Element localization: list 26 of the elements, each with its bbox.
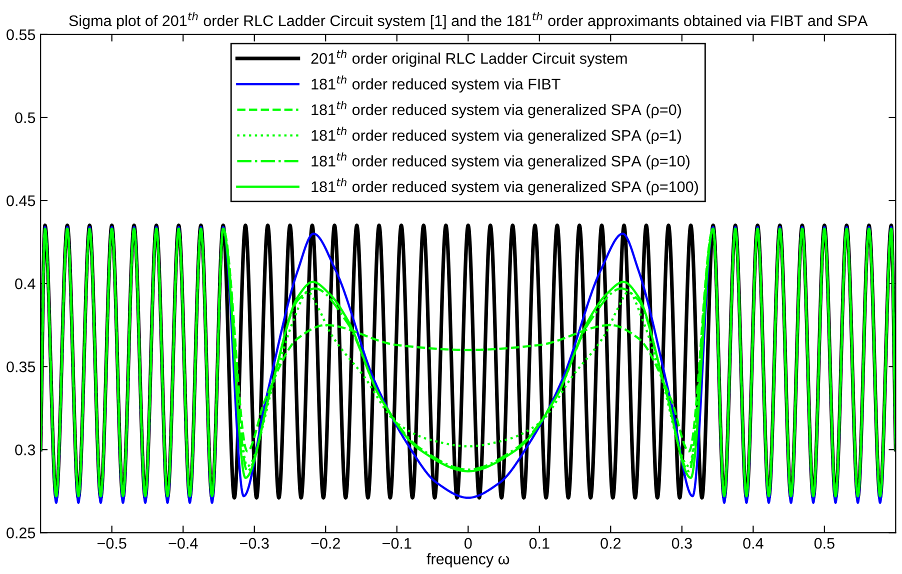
y-tick-label: 0.45 — [6, 195, 36, 206]
x-tick-label: −0.1 — [382, 538, 412, 549]
x-axis-title: frequency ω — [426, 553, 510, 568]
legend-label: 181$^{th}$ order reduced system via FIBT — [312, 75, 560, 93]
y-tick-label: 0.5 — [15, 112, 36, 124]
chart-title: Sigma plot of 201$^{th}$ order RLC Ladder Circuit system [1] and the 181$^{th}$ order approximants obtained via FIBT and SPA — [69, 12, 868, 30]
x-tick-label: −0.3 — [240, 538, 269, 549]
legend-label: 181$^{th}$ order reduced system via generalized SPA (ρ=1) — [312, 126, 681, 144]
x-tick-label: 0 — [464, 538, 472, 549]
y-tick-label: 0.55 — [6, 29, 36, 40]
x-tick-label: 0.1 — [529, 538, 550, 549]
legend-label: 181$^{th}$ order reduced system via generalized SPA (ρ=10) — [312, 152, 690, 170]
x-tick-label: −0.2 — [311, 538, 340, 549]
x-tick-label: 0.2 — [600, 538, 621, 549]
x-tick-label: −0.4 — [168, 538, 198, 549]
y-tick-label: 0.3 — [15, 444, 36, 456]
x-tick-label: 0.3 — [672, 538, 692, 549]
x-tick-label: 0.4 — [743, 538, 764, 549]
x-tick-label: −0.5 — [98, 538, 126, 549]
x-tick-label: 0.5 — [814, 538, 834, 549]
y-tick-label: 0.25 — [6, 528, 36, 538]
y-tick-label: 0.4 — [15, 278, 36, 290]
y-tick-label: 0.35 — [6, 361, 36, 372]
legend-label: 181$^{th}$ order reduced system via generalized SPA (ρ=0) — [312, 101, 681, 118]
legend-label: 201$^{th}$ order original RLC Ladder Circuit system — [311, 50, 627, 67]
legend-label: 181$^{th}$ order reduced system via generalized SPA (ρ=100) — [312, 178, 698, 196]
